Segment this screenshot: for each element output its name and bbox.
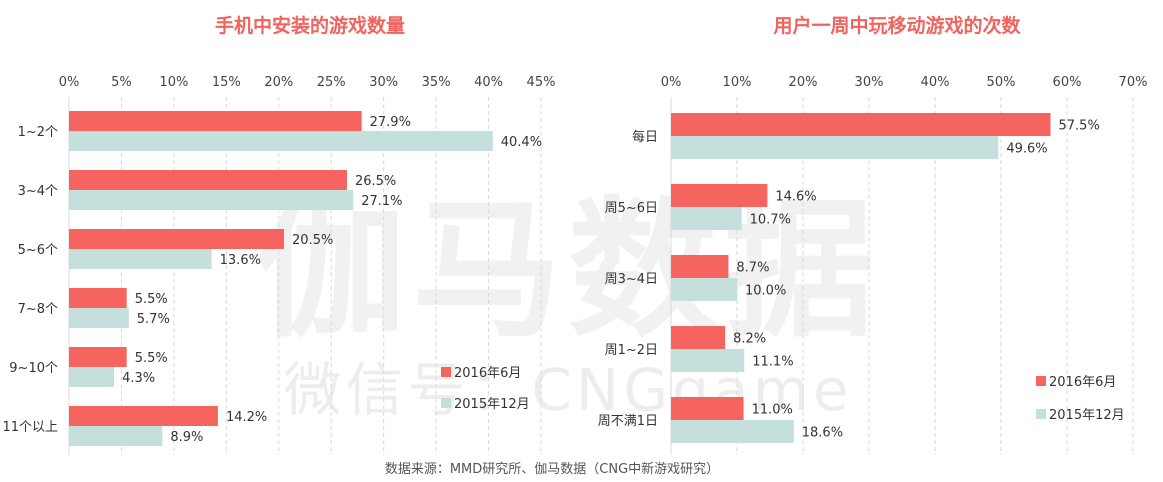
bar-2016-06 [69,288,127,308]
x-tick-label: 30% [369,75,398,90]
bar-2015-12 [69,367,115,387]
category-label: 11个以上 [2,420,58,435]
x-tick-label: 50% [987,75,1016,90]
bar-2015-12 [69,131,493,151]
bar-2016-06 [671,326,726,349]
data-label: 18.6% [802,426,843,441]
watermark: 伽马数据 微信号：CNGgame [256,184,880,424]
bar-2015-12 [671,278,737,301]
category-label: 周1~2日 [605,343,658,358]
bar-2016-06 [69,170,347,190]
data-label: 49.6% [1006,142,1047,157]
data-label: 5.5% [135,292,168,307]
bar-2015-12 [671,420,794,443]
category-label: 周5~6日 [605,201,658,216]
legend-swatch-2016-06 [1036,376,1046,386]
x-tick-label: 10% [159,75,188,90]
data-label: 14.2% [226,410,267,425]
data-source-note: 数据来源：MMD研究所、伽马数据（CNG中新游戏研究） [385,461,719,477]
bar-2015-12 [671,207,742,230]
x-tick-label: 25% [317,75,346,90]
chart-title: 手机中安装的游戏数量 [215,14,405,37]
x-tick-label: 0% [661,75,682,90]
data-label: 26.5% [355,174,396,189]
x-tick-label: 60% [1053,75,1082,90]
category-label: 周不满1日 [598,414,658,429]
bar-2015-12 [69,249,212,269]
data-label: 10.0% [745,284,786,299]
weekly-play-frequency-chart: 用户一周中玩移动游戏的次数 0% 10% 20% 30% 40% 50% 60% 70% 每日 57… [598,14,1148,455]
category-label: 7~8个 [18,302,58,317]
legend-swatch-2015-12 [441,398,451,408]
bar-2016-06 [69,111,362,131]
category-label: 3~4个 [18,184,58,199]
data-label: 8.2% [733,332,766,347]
x-tick-label: 35% [422,75,451,90]
data-label: 8.7% [736,261,769,276]
category-label: 周3~4日 [605,272,658,287]
x-tick-label: 0% [59,75,80,90]
data-label: 27.9% [370,115,411,130]
x-tick-label: 5% [111,75,132,90]
data-label: 8.9% [170,430,203,445]
category-label: 5~6个 [18,243,58,258]
data-label: 57.5% [1059,119,1100,134]
chart-title: 用户一周中玩移动游戏的次数 [773,14,1021,37]
data-label: 10.7% [750,213,791,228]
data-label: 5.5% [135,351,168,366]
x-tick-label: 70% [1119,75,1148,90]
x-tick-label: 30% [855,75,884,90]
bar-2015-12 [69,308,129,328]
x-tick-label: 10% [723,75,752,90]
bar-2015-12 [671,136,999,159]
x-tick-label: 20% [789,75,818,90]
bar-2015-12 [69,190,354,210]
bar-2015-12 [69,426,163,446]
legend-label-2016-06: 2016年6月 [1049,375,1116,390]
data-label: 13.6% [220,253,261,268]
bar-2016-06 [671,397,744,420]
category-label: 每日 [632,129,658,145]
data-label: 20.5% [292,233,333,248]
data-label: 11.0% [752,403,793,418]
data-label: 11.1% [752,355,793,370]
x-tick-label: 15% [212,75,241,90]
legend-label-2015-12: 2015年12月 [1049,408,1125,423]
category-label: 1~2个 [18,125,58,140]
bar-2016-06 [671,255,729,278]
watermark-main: 伽马数据 [256,184,880,358]
data-label: 4.3% [122,371,155,386]
legend-label-2015-12: 2015年12月 [454,397,530,412]
bar-2016-06 [69,406,218,426]
legend-swatch-2016-06 [441,367,451,377]
x-tick-label: 20% [264,75,293,90]
x-tick-label: 40% [921,75,950,90]
installed-games-chart: 手机中安装的游戏数量 0% 5% 10% 15% 20% 25% 30% 35% 40% 45% 1~… [2,14,555,455]
x-tick-label: 45% [527,75,556,90]
data-label: 40.4% [501,135,542,150]
bar-2015-12 [671,349,745,372]
bar-2016-06 [69,229,285,249]
data-label: 14.6% [775,190,816,205]
legend-swatch-2015-12 [1036,409,1046,419]
bar-2016-06 [69,347,127,367]
bar-2016-06 [671,184,768,207]
legend-label-2016-06: 2016年6月 [454,366,521,381]
x-tick-label: 40% [474,75,503,90]
watermark-sub: 微信号：CNGgame [283,356,852,424]
bar-2016-06 [671,113,1051,136]
category-label: 9~10个 [9,361,58,376]
data-label: 27.1% [361,194,402,209]
data-label: 5.7% [137,312,170,327]
